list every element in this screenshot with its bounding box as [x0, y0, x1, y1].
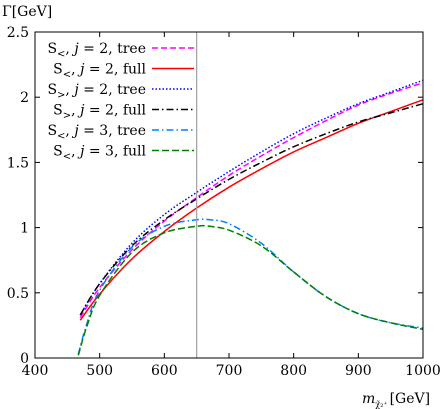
series-line-6 [77, 224, 424, 356]
series-curves [77, 79, 424, 356]
y-tick-label: 0.5 [7, 286, 29, 302]
y-tick-label: 2.5 [7, 25, 29, 41]
x-tick-label: 900 [345, 363, 372, 379]
legend-label-4: S>, j = 2, full [53, 103, 146, 122]
series-line-4 [79, 102, 424, 316]
x-axis-label: mχ̃₂⁺ [GeV] [362, 391, 430, 409]
legend-label-6: S<, j = 3, full [53, 144, 146, 163]
x-tick-label: 1000 [405, 363, 441, 379]
x-tick-label: 400 [22, 363, 49, 379]
y-axis-ticks: 0 0.5 1 1.5 2 2.5 [7, 25, 423, 367]
y-tick-label: 0 [20, 351, 29, 367]
series-line-1 [79, 82, 424, 318]
legend-label-1: S<, j = 2, tree [47, 41, 146, 60]
series-line-2 [79, 99, 424, 321]
x-tick-label: 700 [216, 363, 243, 379]
x-axis-label-unit: [GeV] [390, 391, 431, 407]
series-line-3 [79, 79, 424, 316]
x-axis-label-sub: χ̃₂⁺ [375, 400, 387, 409]
legend-label-5: S<, j = 3, tree [47, 123, 146, 142]
x-tick-label: 800 [280, 363, 307, 379]
x-axis-ticks: 400 500 600 700 800 900 1000 [22, 32, 441, 379]
y-tick-label: 1.5 [7, 155, 29, 171]
y-tick-label: 2 [20, 90, 29, 106]
x-tick-label: 500 [86, 363, 113, 379]
y-tick-label: 1 [20, 221, 29, 237]
legend-label-2: S<, j = 2, full [53, 62, 146, 81]
x-tick-label: 600 [151, 363, 178, 379]
x-axis-label-main: m [362, 391, 375, 407]
y-axis-label: Γ[GeV] [2, 4, 52, 20]
legend-label-3: S>, j = 2, tree [47, 82, 146, 101]
